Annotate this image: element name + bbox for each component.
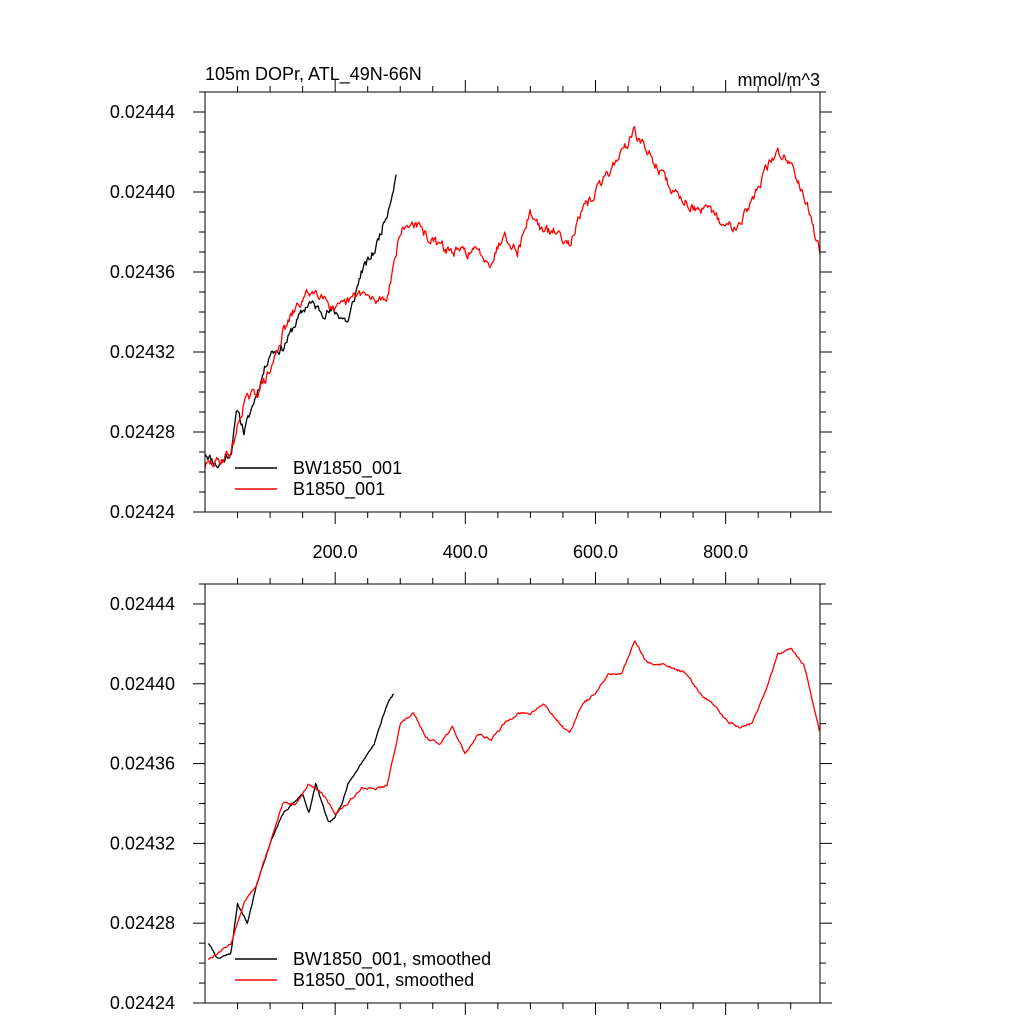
series-line-1 [205,125,820,469]
y-tick-label: 0.02440 [110,182,175,202]
series-line-0 [205,174,397,469]
series-line-0 [207,693,395,959]
y-tick-label: 0.02428 [110,913,175,933]
y-tick-label: 0.02444 [110,102,175,122]
legend-label-0: BW1850_001 [293,458,402,479]
bottom-panel: 0.02424 0.02428 0.02432 0.02436 0.02440 0.024… [110,572,832,1015]
legend-label-0: BW1850_001, smoothed [293,949,491,970]
series-line-1 [207,640,820,961]
y-tick-label: 0.02436 [110,262,175,282]
y-tick-label: 0.02428 [110,422,175,442]
x-tick-label: 600.0 [573,542,618,562]
plot-frame [204,91,821,513]
x-tick-label: 400.0 [443,542,488,562]
plot-frame [204,583,821,1004]
x-tick-label: 200.0 [313,542,358,562]
y-tick-label: 0.02436 [110,754,175,774]
plot-area [207,640,820,961]
y-tick-label: 0.02424 [110,502,175,522]
y-tick-label: 0.02432 [110,342,175,362]
x-tick-label: 800.0 [703,542,748,562]
legend-label-1: B1850_001 [293,479,385,500]
legend-label-1: B1850_001, smoothed [293,970,474,991]
top-panel: 0.02424 0.02428 0.02432 0.02436 0.02440 0.024… [110,64,832,562]
chart-title: 105m DOPr, ATL_49N-66N [205,64,422,85]
y-tick-label: 0.02424 [110,993,175,1013]
y-tick-label: 0.02440 [110,674,175,694]
plot-area [205,125,820,469]
y-tick-label: 0.02444 [110,594,175,614]
y-tick-label: 0.02432 [110,833,175,853]
units-label: mmol/m^3 [738,70,820,90]
